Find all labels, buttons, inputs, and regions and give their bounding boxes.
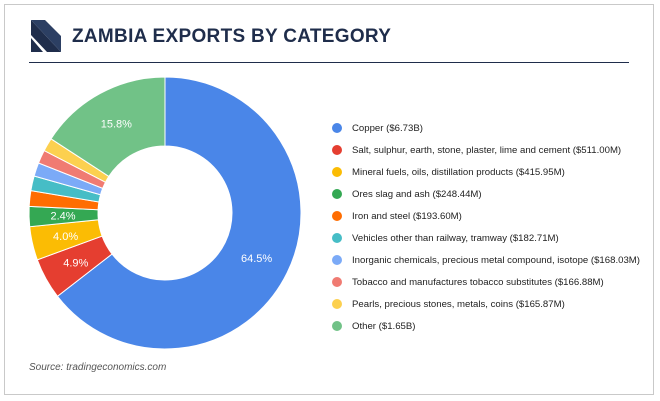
chart-title: ZAMBIA EXPORTS BY CATEGORY — [72, 26, 392, 47]
legend-label: Pearls, precious stones, metals, coins (… — [352, 298, 565, 310]
legend-label: Tobacco and manufactures tobacco substit… — [352, 276, 604, 288]
legend-swatch — [332, 167, 342, 177]
legend-item: Other ($1.65B) — [332, 315, 647, 337]
title-divider — [29, 62, 629, 63]
slice-label-4: 2.4% — [50, 211, 75, 223]
slice-label-10: 15.8% — [101, 118, 132, 130]
legend-swatch — [332, 211, 342, 221]
legend-item: Inorganic chemicals, precious metal comp… — [332, 249, 647, 271]
slice-label-2: 4.9% — [63, 257, 88, 269]
donut-slice-1 — [56, 76, 302, 350]
legend-item: Iron and steel ($193.60M) — [332, 205, 647, 227]
slice-label-3: 4.0% — [53, 231, 78, 243]
donut-slice-10 — [50, 76, 166, 178]
legend-swatch — [332, 277, 342, 287]
chart-legend: Copper ($6.73B) Salt, sulphur, earth, sto… — [332, 117, 647, 337]
legend-label: Vehicles other than railway, tramway ($1… — [352, 232, 559, 244]
legend-label: Mineral fuels, oils, distillation produc… — [352, 166, 565, 178]
legend-item: Salt, sulphur, earth, stone, plaster, li… — [332, 139, 647, 161]
legend-label: Inorganic chemicals, precious metal comp… — [352, 254, 640, 266]
legend-item: Vehicles other than railway, tramway ($1… — [332, 227, 647, 249]
donut-slice-labels: 64.5% 4.9% 4.0% 2.4% 15.8% — [50, 118, 272, 269]
legend-item: Copper ($6.73B) — [332, 117, 647, 139]
legend-item: Mineral fuels, oils, distillation produc… — [332, 161, 647, 183]
legend-swatch — [332, 321, 342, 331]
legend-label: Copper ($6.73B) — [352, 122, 423, 134]
slice-label-1: 64.5% — [241, 253, 272, 265]
legend-label: Ores slag and ash ($248.44M) — [352, 188, 482, 200]
legend-swatch — [332, 299, 342, 309]
legend-swatch — [332, 145, 342, 155]
legend-swatch — [332, 123, 342, 133]
logo-icon — [31, 20, 61, 52]
legend-swatch — [332, 189, 342, 199]
legend-label: Other ($1.65B) — [352, 320, 416, 332]
source-note: Source: tradingeconomics.com — [29, 362, 167, 373]
legend-swatch — [332, 255, 342, 265]
legend-item: Tobacco and manufactures tobacco substit… — [332, 271, 647, 293]
legend-item: Pearls, precious stones, metals, coins (… — [332, 293, 647, 315]
legend-label: Iron and steel ($193.60M) — [352, 210, 462, 222]
legend-item: Ores slag and ash ($248.44M) — [332, 183, 647, 205]
donut-slices — [28, 76, 302, 350]
legend-swatch — [332, 233, 342, 243]
legend-label: Salt, sulphur, earth, stone, plaster, li… — [352, 144, 622, 156]
